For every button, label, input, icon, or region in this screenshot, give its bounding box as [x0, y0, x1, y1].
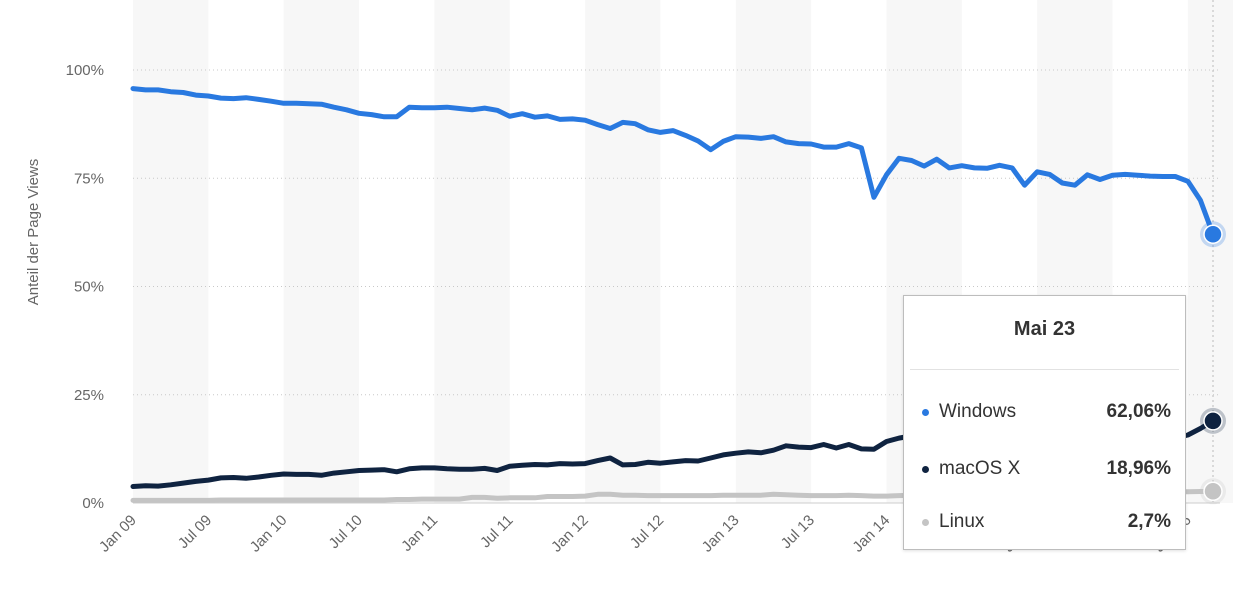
x-tick-label: Jul 09: [175, 512, 215, 552]
y-tick-label: 75%: [74, 170, 104, 187]
tooltip-value-macos: 18,96%: [1106, 458, 1171, 479]
x-tick-label: Jan 09: [96, 512, 140, 556]
x-tick-label: Jul 11: [477, 512, 517, 552]
tooltip-dot-macos: [922, 465, 929, 473]
tooltip-row-macos: macOS X 18,96%: [922, 456, 1171, 482]
tooltip-divider: [910, 369, 1179, 370]
series-line-0: [130, 86, 1216, 237]
y-tick-label: 100%: [66, 62, 104, 79]
y-tick-label: 25%: [74, 387, 104, 404]
x-tick-label: Jan 10: [247, 512, 291, 556]
marker-point: [1203, 481, 1223, 502]
x-tick-label: Jan 13: [699, 512, 743, 556]
band: [133, 0, 209, 503]
tooltip-dot-windows: [922, 408, 929, 416]
tooltip-value-linux: 2,7%: [1127, 511, 1171, 532]
y-tick-label: 50%: [74, 279, 104, 296]
tooltip: Mai 23 Windows 62,06% macOS X 18,96% Lin…: [903, 295, 1186, 550]
tooltip-row-windows: Windows 62,06%: [922, 399, 1171, 425]
x-tick-label: Jan 11: [398, 512, 441, 555]
series-markers: [1200, 221, 1226, 505]
band: [283, 0, 360, 503]
x-tick-label: Jan 14: [849, 512, 893, 556]
tooltip-value-windows: 62,06%: [1106, 401, 1171, 422]
y-tick-labels: 0% 25% 50% 75% 100%: [66, 62, 104, 512]
tooltip-row-linux: Linux 2,7%: [922, 509, 1171, 535]
y-tick-label: 0%: [82, 495, 104, 512]
tooltip-title: Mai 23: [1013, 318, 1076, 340]
y-axis-label: Anteil der Page Views: [25, 159, 42, 305]
x-tick-label: Jul 10: [326, 512, 366, 552]
x-tick-label: Jan 12: [548, 512, 592, 556]
marker-point: [1203, 411, 1223, 431]
marker-point: [1203, 224, 1223, 245]
band: [434, 0, 510, 503]
tooltip-name-windows: Windows: [939, 401, 1017, 422]
x-tick-label: Jul 13: [778, 512, 818, 552]
tooltip-name-linux: Linux: [939, 511, 985, 532]
band: [735, 0, 812, 503]
band: [585, 0, 661, 503]
tooltip-dot-linux: [922, 518, 929, 526]
tooltip-name-macos: macOS X: [939, 458, 1021, 479]
x-tick-label: Jul 12: [627, 512, 667, 552]
